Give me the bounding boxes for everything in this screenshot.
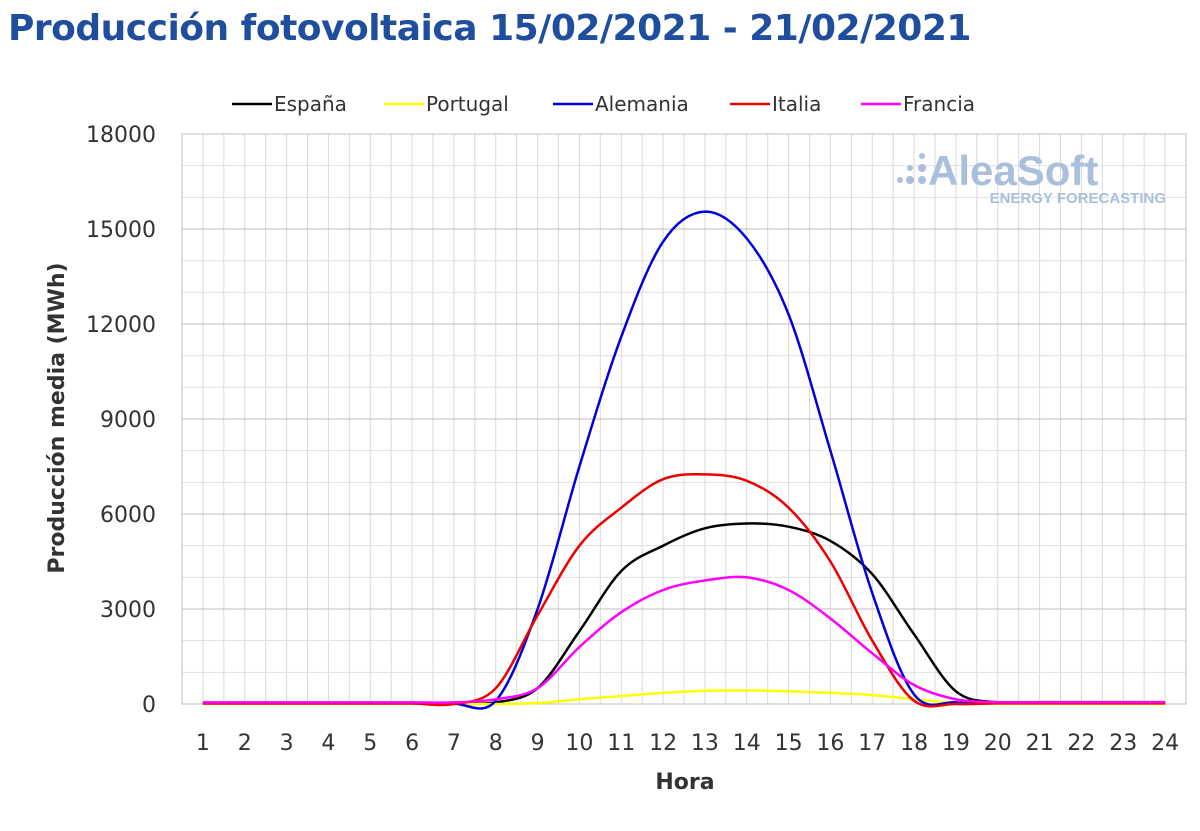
x-tick-label: 5 bbox=[363, 731, 377, 756]
x-tick-label: 10 bbox=[565, 731, 593, 756]
x-tick-label: 7 bbox=[447, 731, 461, 756]
x-tick-label: 13 bbox=[691, 731, 719, 756]
y-tick-label: 9000 bbox=[100, 408, 156, 433]
legend: España Portugal Alemania Italia Francia bbox=[232, 92, 975, 116]
x-tick-label: 19 bbox=[942, 731, 970, 756]
series-line-francia bbox=[202, 575, 1166, 704]
legend-label-italia: Italia bbox=[772, 92, 821, 116]
legend-label-españa: España bbox=[274, 92, 347, 116]
x-axis-ticks: 1 2 3 4 5 6 7 8 9 10 11 12 13 14 15 16 17 18 19 20 21 22 23 24 bbox=[196, 731, 1179, 756]
y-tick-label: 0 bbox=[142, 693, 156, 718]
y-tick-label: 3000 bbox=[100, 598, 156, 623]
logo-dot bbox=[918, 164, 926, 172]
x-tick-label: 12 bbox=[649, 731, 677, 756]
y-tick-label: 6000 bbox=[100, 503, 156, 528]
legend-label-alemania: Alemania bbox=[595, 92, 689, 116]
logo-dot bbox=[919, 153, 925, 159]
logo-wordmark: AleaSoft bbox=[928, 147, 1098, 194]
chart-title: Producción fotovoltaica 15/02/2021 - 21/… bbox=[8, 8, 971, 49]
x-tick-label: 6 bbox=[405, 731, 419, 756]
logo-tagline: ENERGY FORECASTING bbox=[990, 190, 1166, 207]
x-tick-label: 9 bbox=[531, 731, 545, 756]
legend-label-francia: Francia bbox=[903, 92, 975, 116]
logo-dot bbox=[906, 176, 914, 184]
x-tick-label: 2 bbox=[238, 731, 252, 756]
x-tick-label: 22 bbox=[1067, 731, 1095, 756]
logo-dots-icon bbox=[897, 153, 926, 184]
x-tick-label: 15 bbox=[775, 731, 803, 756]
y-axis-ticks: 0 3000 6000 9000 12000 15000 18000 bbox=[86, 123, 156, 718]
logo-dot bbox=[918, 176, 926, 184]
y-tick-label: 18000 bbox=[86, 123, 156, 148]
y-tick-label: 12000 bbox=[86, 313, 156, 338]
x-tick-label: 1 bbox=[196, 731, 210, 756]
logo-dot bbox=[897, 177, 903, 183]
x-tick-label: 4 bbox=[321, 731, 335, 756]
x-tick-label: 18 bbox=[900, 731, 928, 756]
x-tick-label: 14 bbox=[733, 731, 761, 756]
y-tick-label: 15000 bbox=[86, 218, 156, 243]
x-tick-label: 17 bbox=[858, 731, 886, 756]
x-tick-label: 24 bbox=[1151, 731, 1179, 756]
y-axis-title: Producción media (MWh) bbox=[45, 262, 70, 573]
series-lines bbox=[202, 210, 1166, 710]
logo-dot bbox=[907, 165, 913, 171]
x-tick-label: 3 bbox=[280, 731, 294, 756]
plot-area-border bbox=[181, 133, 1187, 705]
x-tick-label: 11 bbox=[607, 731, 635, 756]
aleasoft-logo: AleaSoft ENERGY FORECASTING bbox=[897, 147, 1166, 207]
x-tick-label: 23 bbox=[1109, 731, 1137, 756]
x-tick-label: 8 bbox=[489, 731, 503, 756]
legend-label-portugal: Portugal bbox=[426, 92, 509, 116]
x-axis-title: Hora bbox=[655, 770, 714, 795]
plot-border bbox=[181, 133, 1187, 705]
x-tick-label: 16 bbox=[816, 731, 844, 756]
x-tick-label: 21 bbox=[1026, 731, 1054, 756]
x-tick-label: 20 bbox=[984, 731, 1012, 756]
